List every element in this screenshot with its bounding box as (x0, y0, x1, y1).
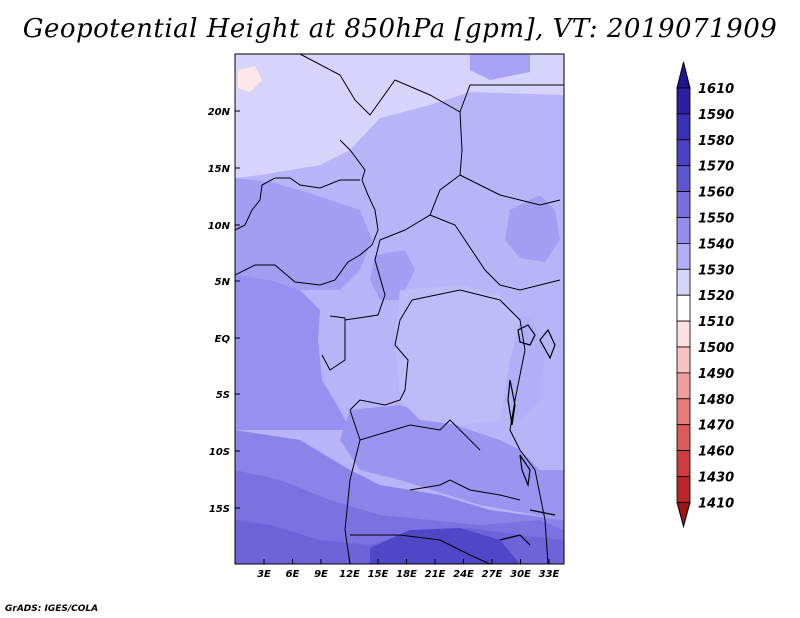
colorbar: 1610 1590 1580 1570 1560 1550 1540 1530 1520 1510… (676, 61, 734, 529)
colorbar-label: 1480 (698, 393, 734, 408)
colorbar-label: 1490 (698, 367, 734, 382)
colorbar-label: 1500 (698, 341, 734, 356)
lon-label: 27E (482, 569, 503, 580)
country-boundaries (235, 54, 564, 564)
colorbar-label: 1470 (698, 419, 734, 434)
colorbar-swatch (676, 268, 691, 296)
lat-label: 10N (208, 221, 231, 232)
lon-label: 15E (368, 569, 389, 580)
colorbar-label: 1430 (698, 471, 734, 486)
colorbar-bottom-arrow (676, 501, 691, 529)
colorbar-label: 1550 (698, 212, 734, 227)
colorbar-swatch (676, 450, 691, 477)
height-field (235, 54, 564, 564)
lat-label: 15N (208, 164, 231, 175)
colorbar-swatch (676, 242, 691, 270)
colorbar-swatch (676, 476, 691, 503)
colorbar-swatch (676, 294, 691, 322)
lon-label: 30E (510, 569, 531, 580)
lon-label: 33E (539, 569, 560, 580)
colorbar-swatch (676, 372, 691, 400)
colorbar-label: 1530 (698, 263, 734, 278)
colorbar-swatch (676, 346, 691, 374)
lat-label: 5N (215, 277, 231, 288)
colorbar-label: 1410 (698, 496, 734, 511)
map-frame (234, 53, 565, 565)
lon-label: 18E (396, 569, 417, 580)
lon-label: 6E (286, 569, 300, 580)
colorbar-swatch (676, 191, 691, 218)
longitude-labels: 3E 6E 9E 12E 15E 18E 21E 24E 27E 30E 33E (257, 559, 560, 580)
colorbar-label: 1580 (698, 134, 734, 149)
lon-label: 9E (314, 569, 328, 580)
lon-label: 24E (453, 569, 474, 580)
lon-label: 21E (425, 569, 446, 580)
colorbar-label: 1590 (698, 108, 734, 123)
lon-label: 12E (339, 569, 360, 580)
colorbar-swatch (676, 87, 691, 115)
lat-label: 5S (216, 390, 230, 401)
lon-label: 3E (257, 569, 271, 580)
colorbar-top-arrow (676, 61, 691, 89)
lat-label: 20N (208, 107, 231, 118)
latitude-labels: 20N 15N 10N 5N EQ 5S 10S 15S (208, 107, 240, 515)
colorbar-swatch (676, 320, 691, 348)
lat-label: EQ (215, 334, 231, 345)
colorbar-label: 1520 (698, 289, 734, 304)
lat-label: 15S (209, 504, 230, 515)
colorbar-swatch (676, 398, 691, 426)
colorbar-label: 1610 (698, 82, 734, 97)
colorbar-label: 1460 (698, 445, 734, 460)
colorbar-swatch (676, 139, 691, 167)
colorbar-swatch (676, 424, 691, 452)
colorbar-swatch (676, 113, 691, 141)
colorbar-label: 1570 (698, 160, 734, 175)
colorbar-label: 1540 (698, 237, 734, 252)
lakes (499, 324, 556, 546)
map-title: Geopotential Height at 850hPa [gpm], VT:… (22, 14, 778, 44)
lat-label: 10S (209, 447, 230, 458)
grads-credit: GrADS: IGES/COLA (5, 604, 99, 614)
colorbar-label: 1560 (698, 186, 734, 201)
colorbar-swatch (676, 217, 691, 244)
colorbar-label: 1510 (698, 315, 734, 330)
colorbar-swatch (676, 165, 691, 192)
